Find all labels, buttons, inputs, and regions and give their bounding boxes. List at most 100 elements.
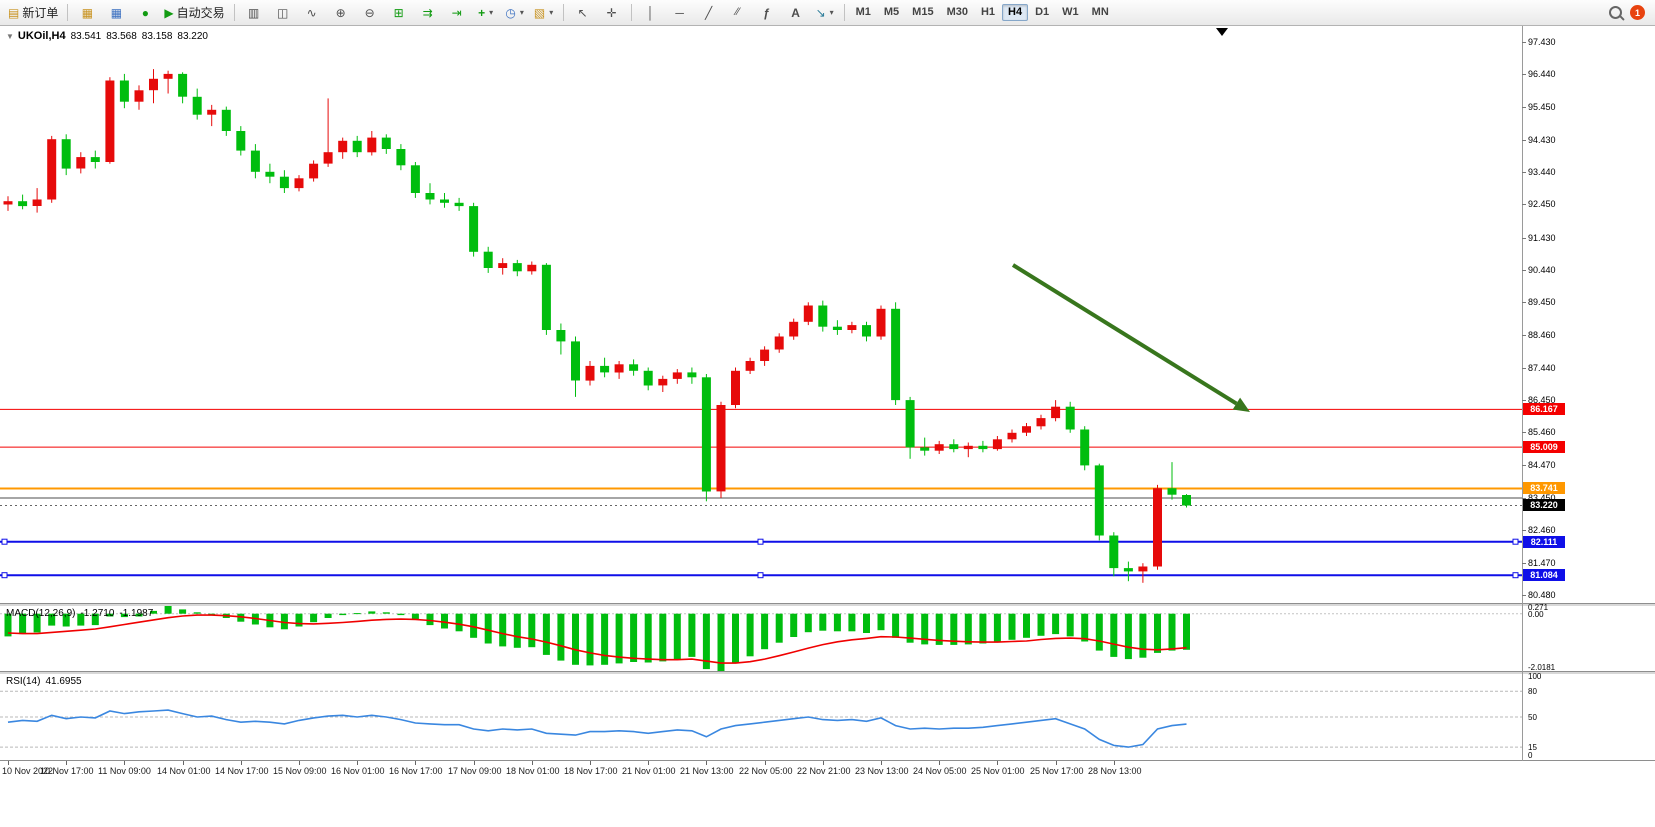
crosshair-tool-button[interactable]: ✛ xyxy=(598,2,626,24)
auto-scroll-button[interactable]: ⇉ xyxy=(414,2,442,24)
vertical-line-button[interactable]: │ xyxy=(637,2,665,24)
channel-button[interactable]: ⁄⁄ xyxy=(724,2,752,24)
price-axis-label: 88.460 xyxy=(1528,329,1556,340)
time-scale-border xyxy=(0,760,1655,761)
macd-title: MACD(12,26,9) xyxy=(6,608,76,619)
time-axis-tick xyxy=(765,761,766,765)
price-tag-81.084: 81.084 xyxy=(1523,569,1565,581)
price-axis-label: 82.460 xyxy=(1528,525,1556,536)
tile-windows-button[interactable]: ⊞ xyxy=(385,2,413,24)
macd-canvas[interactable] xyxy=(0,606,1522,671)
time-axis-tick xyxy=(474,761,475,765)
timeframe-d1[interactable]: D1 xyxy=(1035,6,1050,18)
time-axis-tick xyxy=(590,761,591,765)
fibonacci-button[interactable]: ƒ xyxy=(753,2,781,24)
search-icon[interactable] xyxy=(1609,6,1622,19)
time-axis-label: 25 Nov 01:00 xyxy=(971,766,1025,776)
templates-button[interactable]: ▧ ▾ xyxy=(530,2,558,24)
rsi-scale-label: 0 xyxy=(1528,751,1533,760)
time-axis-label: 28 Nov 13:00 xyxy=(1088,766,1142,776)
templates-icon: ▧ xyxy=(533,5,546,20)
time-axis-tick xyxy=(299,761,300,765)
price-axis-tick xyxy=(1522,595,1526,596)
time-axis-label: 14 Nov 17:00 xyxy=(215,766,269,776)
price-axis-label: 91.430 xyxy=(1528,232,1556,243)
periods-button[interactable]: ◷ ▾ xyxy=(501,2,529,24)
fibonacci-icon: ƒ xyxy=(763,5,770,20)
timeframe-h1[interactable]: H1 xyxy=(980,6,996,18)
macd-scale-label: 0.271 xyxy=(1528,603,1549,612)
time-axis-tick xyxy=(648,761,649,765)
arrows-tool-button[interactable]: ↘ ▾ xyxy=(811,2,839,24)
price-axis-tick xyxy=(1522,400,1526,401)
price-scale[interactable] xyxy=(1522,26,1655,761)
price-axis-tick xyxy=(1522,42,1526,43)
timeframe-mn[interactable]: MN xyxy=(1091,6,1109,18)
time-axis-tick xyxy=(415,761,416,765)
rsi-scale-label: 15 xyxy=(1528,743,1537,752)
new-order-icon: ▤ xyxy=(8,5,20,20)
price-axis-tick xyxy=(1522,368,1526,369)
chevron-down-icon: ▾ xyxy=(549,8,554,17)
price-chart-canvas[interactable] xyxy=(0,26,1522,604)
time-axis-label: 10 Nov 17:00 xyxy=(40,766,94,776)
time-axis-tick xyxy=(241,761,242,765)
timeframe-m30[interactable]: M30 xyxy=(946,6,968,18)
time-axis-tick xyxy=(532,761,533,765)
rsi-scale-label: 50 xyxy=(1528,713,1537,722)
panel-splitter[interactable] xyxy=(0,671,1655,674)
navigator-button[interactable]: ● xyxy=(131,2,159,24)
candlestick-chart-icon: ◫ xyxy=(276,5,289,20)
rsi-canvas[interactable] xyxy=(0,674,1522,760)
line-chart-button[interactable]: ∿ xyxy=(298,2,326,24)
bar-chart-icon: ▥ xyxy=(247,5,260,20)
time-axis-tick xyxy=(183,761,184,765)
notification-badge[interactable]: 1 xyxy=(1630,5,1645,20)
arrow-tool-icon: ↘ xyxy=(815,5,826,20)
new-order-button[interactable]: ▤ 新订单 xyxy=(4,2,62,24)
zoom-out-button[interactable]: ⊖ xyxy=(356,2,384,24)
indicators-button[interactable]: + ▾ xyxy=(472,2,500,24)
time-axis-label: 21 Nov 13:00 xyxy=(680,766,734,776)
time-axis-label: 22 Nov 05:00 xyxy=(739,766,793,776)
text-tool-icon: A xyxy=(791,5,800,20)
ohlc-high: 83.568 xyxy=(106,31,137,42)
time-axis-label: 15 Nov 09:00 xyxy=(273,766,327,776)
time-axis-tick xyxy=(939,761,940,765)
price-tag-85.009: 85.009 xyxy=(1523,441,1565,453)
price-axis-label: 94.430 xyxy=(1528,134,1556,145)
clock-icon: ◷ xyxy=(505,5,516,20)
profiles-button[interactable]: ▦ xyxy=(73,2,101,24)
panel-splitter[interactable] xyxy=(0,603,1655,606)
timeframe-w1[interactable]: W1 xyxy=(1062,6,1079,18)
timeframe-m15[interactable]: M15 xyxy=(912,6,934,18)
toolbar-right-cluster: 1 xyxy=(1609,5,1651,20)
zoom-in-button[interactable]: ⊕ xyxy=(327,2,355,24)
time-axis-tick xyxy=(66,761,67,765)
chart-shift-button[interactable]: ⇥ xyxy=(443,2,471,24)
candlestick-chart-button[interactable]: ◫ xyxy=(269,2,297,24)
price-axis-tick xyxy=(1522,74,1526,75)
rsi-scale-label: 80 xyxy=(1528,687,1537,696)
trendline-button[interactable]: ╱ xyxy=(695,2,723,24)
price-axis-tick xyxy=(1522,335,1526,336)
horizontal-line-button[interactable]: ─ xyxy=(666,2,694,24)
timeframe-m1[interactable]: M1 xyxy=(855,6,871,18)
autotrading-button[interactable]: ▶ 自动交易 xyxy=(160,2,228,24)
toolbar: ▤ 新订单 ▦ ▦ ● ▶ 自动交易 ▥ ◫ ∿ ⊕ ⊖ ⊞ ⇉ ⇥ + ▾ ◷… xyxy=(0,0,1655,26)
price-tag-82.111: 82.111 xyxy=(1523,536,1565,548)
text-tool-button[interactable]: A xyxy=(782,2,810,24)
cursor-tool-button[interactable]: ↖ xyxy=(569,2,597,24)
collapse-chevron-icon[interactable]: ▼ xyxy=(6,32,14,41)
time-axis-tick xyxy=(823,761,824,765)
bar-chart-button[interactable]: ▥ xyxy=(240,2,268,24)
timeframe-m5[interactable]: M5 xyxy=(883,6,900,18)
timeframe-h4[interactable]: H4 xyxy=(1002,4,1029,21)
chevron-down-icon: ▾ xyxy=(829,8,834,17)
horizontal-line-icon: ─ xyxy=(675,5,684,20)
time-axis-label: 11 Nov 09:00 xyxy=(98,766,151,776)
market-watch-button[interactable]: ▦ xyxy=(102,2,130,24)
price-axis-tick xyxy=(1522,465,1526,466)
ohlc-close: 83.220 xyxy=(177,31,208,42)
time-axis-label: 16 Nov 17:00 xyxy=(389,766,443,776)
